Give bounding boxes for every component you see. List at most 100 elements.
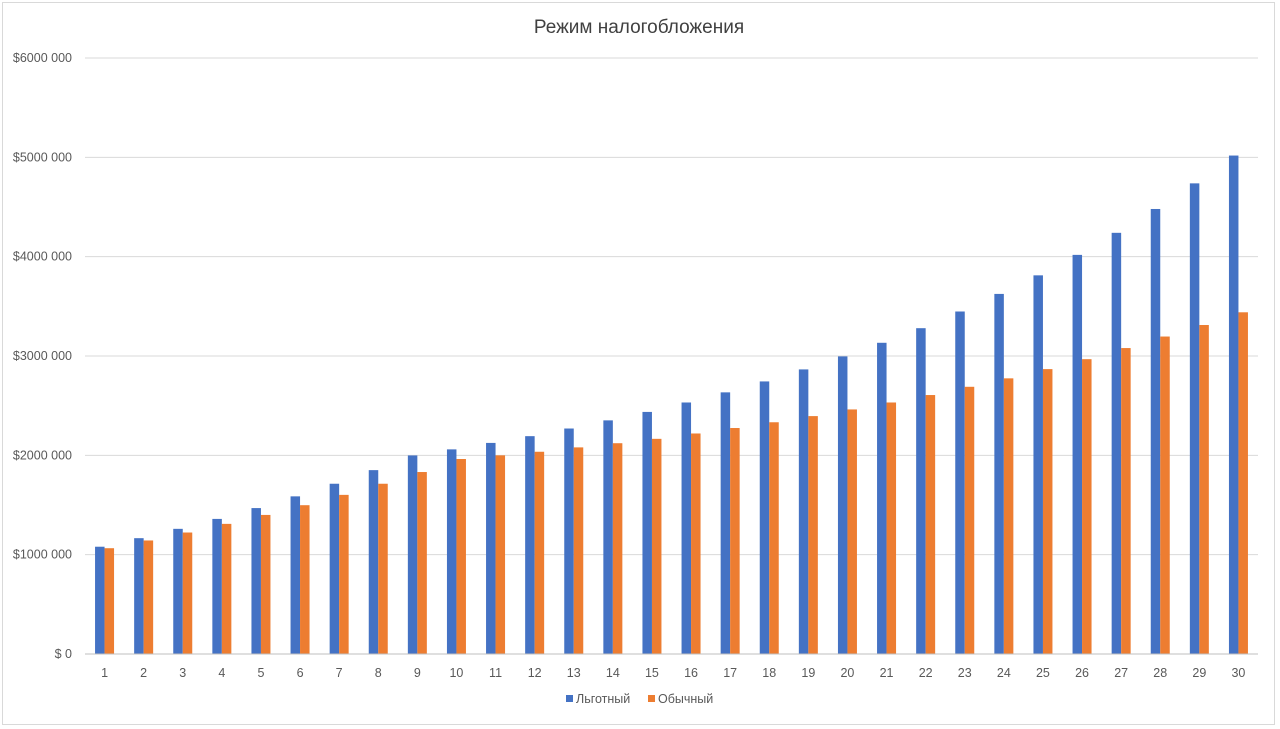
bar-lgotny <box>955 311 965 654</box>
x-tick-label: 17 <box>723 666 737 680</box>
bar-lgotny <box>564 428 574 654</box>
bar-obychny <box>417 472 427 654</box>
bar-lgotny <box>798 369 809 654</box>
bar-obychny <box>964 386 975 654</box>
legend-swatch <box>648 695 655 702</box>
bar-lgotny <box>329 483 340 654</box>
x-tick-label: 18 <box>762 666 776 680</box>
bar-lgotny <box>877 342 887 654</box>
bar-lgotny <box>251 508 261 654</box>
chart-title: Режим налогобложения <box>534 17 744 38</box>
bar-lgotny <box>173 528 183 654</box>
x-tick-label: 26 <box>1075 666 1089 680</box>
x-tick-label: 28 <box>1153 666 1167 680</box>
bar-obychny <box>886 402 897 654</box>
bar-obychny <box>847 409 857 654</box>
x-tick-label: 20 <box>840 666 854 680</box>
bar-lgotny <box>407 455 418 654</box>
bar-obychny <box>260 514 271 654</box>
bar-obychny <box>104 548 115 654</box>
bar-obychny <box>182 532 193 654</box>
bar-obychny <box>1121 348 1131 654</box>
y-axis-ticks: $ 0 $1000 000 $2000 000 $3000 000 $4000 000 $… <box>13 51 72 661</box>
bar-obychny <box>769 422 779 654</box>
bar-lgotny <box>603 420 613 654</box>
x-tick-label: 27 <box>1114 666 1128 680</box>
bar-lgotny <box>134 538 144 654</box>
bar-obychny <box>808 416 818 654</box>
x-tick-label: 7 <box>336 666 343 680</box>
x-tick-label: 4 <box>218 666 225 680</box>
x-axis-ticks: 1 2 3 4 5 6 7 8 9 10 11 12 13 14 15 16 17 18 19 20 21 22 23 24 2… <box>101 666 1245 680</box>
bar-lgotny <box>642 411 652 654</box>
bar-lgotny <box>486 442 496 654</box>
y-tick-label: $3000 000 <box>13 349 72 363</box>
bar-obychny <box>534 451 545 654</box>
bar-obychny <box>221 523 232 654</box>
bar-lgotny <box>994 293 1004 654</box>
x-tick-label: 22 <box>919 666 933 680</box>
bars <box>95 155 1248 654</box>
bar-obychny <box>573 447 584 654</box>
bar-obychny <box>1160 336 1170 654</box>
bar-obychny <box>1199 325 1209 654</box>
bar-obychny <box>300 505 310 654</box>
bar-obychny <box>730 428 740 654</box>
x-tick-label: 30 <box>1231 666 1245 680</box>
bar-obychny <box>612 443 623 654</box>
bar-lgotny <box>1189 183 1200 654</box>
bar-obychny <box>1042 369 1053 654</box>
y-tick-label: $ 0 <box>55 647 72 661</box>
x-tick-label: 3 <box>179 666 186 680</box>
y-tick-label: $1000 000 <box>13 548 72 562</box>
bar-lgotny <box>916 328 926 654</box>
legend-swatch <box>566 695 573 702</box>
x-tick-label: 5 <box>257 666 264 680</box>
y-tick-label: $5000 000 <box>13 150 72 164</box>
bar-lgotny <box>1072 254 1083 654</box>
bar-lgotny <box>1228 155 1239 654</box>
bar-obychny <box>925 395 936 654</box>
bar-lgotny <box>837 356 848 654</box>
bar-lgotny <box>759 381 770 654</box>
legend-label: Обычный <box>658 692 713 706</box>
bar-lgotny <box>290 496 301 654</box>
bar-lgotny <box>525 436 535 654</box>
bar-obychny <box>1003 378 1014 654</box>
x-tick-label: 6 <box>297 666 304 680</box>
x-tick-label: 11 <box>489 666 502 680</box>
x-tick-label: 12 <box>528 666 542 680</box>
x-tick-label: 14 <box>606 666 620 680</box>
bar-lgotny <box>212 518 222 654</box>
bar-lgotny <box>446 449 457 654</box>
x-tick-label: 8 <box>375 666 382 680</box>
bar-obychny <box>339 494 349 654</box>
x-tick-label: 10 <box>449 666 463 680</box>
bar-lgotny <box>1033 275 1043 654</box>
bar-lgotny <box>681 402 692 654</box>
bar-obychny <box>378 483 388 654</box>
y-tick-label: $2000 000 <box>13 448 72 462</box>
bar-lgotny <box>1150 208 1161 654</box>
x-tick-label: 1 <box>101 666 108 680</box>
x-tick-label: 19 <box>801 666 815 680</box>
gridlines <box>85 57 1258 556</box>
bar-obychny <box>495 455 506 654</box>
legend-label: Льготный <box>576 692 630 706</box>
bar-obychny <box>1082 359 1092 654</box>
bar-obychny <box>691 433 701 654</box>
bar-lgotny <box>1111 232 1122 654</box>
x-tick-label: 29 <box>1192 666 1206 680</box>
bar-lgotny <box>368 470 379 654</box>
x-tick-label: 15 <box>645 666 659 680</box>
y-tick-label: $4000 000 <box>13 250 72 264</box>
bar-obychny <box>143 540 154 654</box>
bar-obychny <box>1238 312 1248 654</box>
bar-lgotny <box>95 546 105 654</box>
x-tick-label: 24 <box>997 666 1011 680</box>
bar-obychny <box>651 438 662 654</box>
bar-lgotny <box>720 392 731 654</box>
x-tick-label: 25 <box>1036 666 1050 680</box>
y-tick-label: $6000 000 <box>13 51 72 65</box>
